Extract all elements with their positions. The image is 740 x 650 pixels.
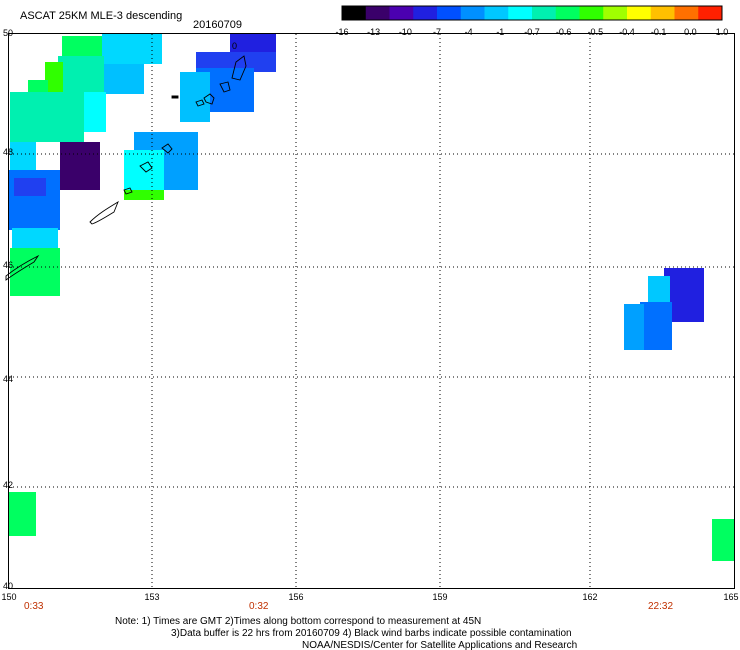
pass-time: 0:33 xyxy=(24,601,44,612)
lat-tick: 50 xyxy=(3,28,13,38)
lon-tick: 153 xyxy=(144,592,159,602)
colorbar-swatch xyxy=(484,6,509,20)
colorbar xyxy=(341,5,723,21)
colorbar-label: -4 xyxy=(465,27,473,37)
colorbar-label: -0.5 xyxy=(588,27,604,37)
colorbar-swatch xyxy=(365,6,390,20)
colorbar-swatch xyxy=(555,6,580,20)
map-title: ASCAT 25KM MLE-3 descending xyxy=(20,10,183,22)
lon-tick: 165 xyxy=(723,592,738,602)
colorbar-labels: -16 -13 -10 -7 -4 -1 -0.7 -0.6 -0.5 -0.4 -0.1 0.0 1.… xyxy=(335,27,728,37)
colorbar-label: -7 xyxy=(433,27,441,37)
colorbar-swatch xyxy=(674,6,699,20)
lon-tick: 150 xyxy=(1,592,16,602)
lat-tick: 42 xyxy=(3,480,13,490)
colorbar-label: -16 xyxy=(335,27,348,37)
colorbar-label: 0.0 xyxy=(684,27,697,37)
lon-tick: 162 xyxy=(582,592,597,602)
lat-lon-grid xyxy=(9,34,734,588)
colorbar-label: 1.0 xyxy=(716,27,729,37)
colorbar-swatch xyxy=(650,6,675,20)
colorbar-swatch xyxy=(413,6,438,20)
lat-tick: 48 xyxy=(3,147,13,157)
lon-tick: 156 xyxy=(288,592,303,602)
pass-time: 22:32 xyxy=(648,601,673,612)
data-cells xyxy=(8,34,734,561)
colorbar-label: -0.6 xyxy=(556,27,572,37)
note-line-1: Note: 1) Times are GMT 2)Times along bot… xyxy=(115,616,481,627)
colorbar-swatch xyxy=(627,6,652,20)
colorbar-swatch xyxy=(389,6,414,20)
colorbar-frame xyxy=(341,5,723,21)
lat-tick-labels: 50 48 46 44 42 40 xyxy=(3,28,13,591)
colorbar-label: -13 xyxy=(367,27,380,37)
lat-tick: 40 xyxy=(3,581,13,591)
colorbar-label: -10 xyxy=(399,27,412,37)
island-label: 0 xyxy=(232,41,237,51)
colorbar-swatch xyxy=(437,6,462,20)
lat-tick: 46 xyxy=(3,260,13,270)
colorbar-swatch xyxy=(342,6,367,20)
colorbar-label: -0.7 xyxy=(524,27,540,37)
colorbar-swatch xyxy=(532,6,557,20)
colorbar-swatch xyxy=(698,6,723,20)
colorbar-swatch xyxy=(603,6,628,20)
colorbar-swatch xyxy=(579,6,604,20)
coastlines xyxy=(5,55,247,281)
colorbar-label: -1 xyxy=(496,27,504,37)
lat-tick: 44 xyxy=(3,374,13,384)
map-date: 20160709 xyxy=(193,19,242,31)
lon-tick-labels: 150 153 156 159 162 165 xyxy=(1,592,738,602)
note-line-2: 3)Data buffer is 22 hrs from 20160709 4)… xyxy=(171,628,572,639)
map-frame xyxy=(8,33,735,589)
colorbar-swatch xyxy=(508,6,533,20)
pass-times: 0:33 0:32 22:32 xyxy=(24,601,673,612)
colorbar-label: -0.4 xyxy=(619,27,635,37)
colorbar-swatch xyxy=(460,6,485,20)
note-line-3: NOAA/NESDIS/Center for Satellite Applica… xyxy=(302,640,577,650)
pass-time: 0:32 xyxy=(249,601,269,612)
colorbar-label: -0.1 xyxy=(651,27,667,37)
lon-tick: 159 xyxy=(432,592,447,602)
